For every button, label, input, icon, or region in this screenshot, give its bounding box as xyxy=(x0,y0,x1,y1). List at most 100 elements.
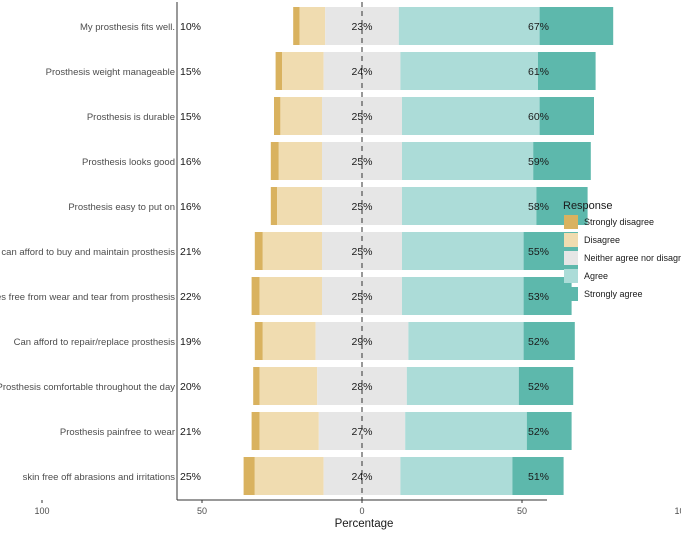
legend-label-disagree: Disagree xyxy=(584,235,620,245)
bar-strongly-disagree-3 xyxy=(274,97,281,135)
bar-strongly-agree-10 xyxy=(526,412,572,450)
bar-strongly-agree-9 xyxy=(518,367,574,405)
bar-agree-3 xyxy=(402,97,540,135)
x-axis: 100 50 0 50 100 xyxy=(34,2,681,516)
x-axis-title: Percentage xyxy=(335,518,394,530)
agree-pct-label: 67% xyxy=(528,21,549,33)
bar-strongly-agree-2 xyxy=(538,52,596,90)
item-label: Prosthesis weight manageable xyxy=(46,67,175,78)
neutral-pct-label: 24% xyxy=(351,471,372,483)
bar-strongly-disagree-4 xyxy=(270,142,279,180)
bar-disagree-1 xyxy=(299,7,326,45)
x-tick-label: 50 xyxy=(197,506,207,516)
bar-disagree-4 xyxy=(278,142,322,180)
bar-strongly-disagree-2 xyxy=(275,52,282,90)
disagree-pct-label: 10% xyxy=(180,21,201,33)
item-label: Prosthesis looks good xyxy=(82,157,175,168)
x-tick-label: 100 xyxy=(674,506,681,516)
agree-pct-label: 59% xyxy=(528,156,549,168)
bar-disagree-6 xyxy=(262,232,322,270)
agree-pct-label: 51% xyxy=(528,471,549,483)
bar-agree-1 xyxy=(398,7,540,45)
legend-label-agree: Agree xyxy=(584,271,608,281)
item-label: Clothes free from wear and tear from pro… xyxy=(0,292,175,303)
item-label: Prosthesis painfree to wear xyxy=(60,427,175,438)
item-label: Prosthesis comfortable throughout the da… xyxy=(0,382,175,393)
agree-pct-label: 53% xyxy=(528,291,549,303)
bar-agree-8 xyxy=(408,322,524,360)
legend-swatch-agree xyxy=(564,269,578,283)
disagree-pct-label: 16% xyxy=(180,156,201,168)
legend-label-strongly-agree: Strongly agree xyxy=(584,289,643,299)
bar-strongly-agree-4 xyxy=(533,142,591,180)
bar-agree-2 xyxy=(400,52,538,90)
neutral-pct-label: 23% xyxy=(351,21,372,33)
bar-agree-6 xyxy=(402,232,524,270)
neutral-pct-label: 25% xyxy=(351,156,372,168)
neutral-pct-label: 29% xyxy=(351,336,372,348)
bar-strongly-disagree-10 xyxy=(251,412,260,450)
bar-strongly-disagree-11 xyxy=(243,457,255,495)
item-label: skin free off abrasions and irritations xyxy=(23,472,176,483)
bar-agree-4 xyxy=(402,142,534,180)
bar-strongly-agree-11 xyxy=(512,457,564,495)
bar-disagree-9 xyxy=(259,367,318,405)
bar-agree-9 xyxy=(406,367,519,405)
legend-title: Response xyxy=(563,200,613,212)
legend-swatch-strongly-agree xyxy=(564,287,578,301)
neutral-pct-label: 24% xyxy=(351,66,372,78)
neutral-pct-label: 25% xyxy=(351,291,372,303)
x-tick-label: 100 xyxy=(34,506,49,516)
bar-strongly-disagree-5 xyxy=(270,187,278,225)
bar-agree-11 xyxy=(400,457,513,495)
bar-disagree-11 xyxy=(254,457,324,495)
bar-strongly-agree-5 xyxy=(536,187,588,225)
agree-pct-label: 58% xyxy=(528,201,549,213)
item-label: Prosthesis is durable xyxy=(87,112,175,123)
disagree-pct-label: 20% xyxy=(180,381,201,393)
bar-strongly-agree-7 xyxy=(523,277,572,315)
bars-group xyxy=(243,2,614,500)
bar-strongly-disagree-7 xyxy=(251,277,260,315)
neutral-pct-label: 28% xyxy=(351,381,372,393)
x-tick-label: 0 xyxy=(359,506,364,516)
agree-pct-label: 52% xyxy=(528,381,549,393)
disagree-pct-label: 15% xyxy=(180,111,201,123)
disagree-pct-label: 21% xyxy=(180,426,201,438)
bar-strongly-disagree-6 xyxy=(254,232,263,270)
legend-swatch-strongly-disagree xyxy=(564,215,578,229)
disagree-pct-label: 22% xyxy=(180,291,201,303)
bar-disagree-8 xyxy=(262,322,316,360)
bar-agree-7 xyxy=(402,277,524,315)
legend: Response Strongly disagree Disagree Neithe… xyxy=(563,200,681,301)
item-label: Prosthesis easy to put on xyxy=(68,202,175,213)
bar-disagree-10 xyxy=(259,412,319,450)
x-tick-label: 50 xyxy=(517,506,527,516)
item-label: I can afford to buy and maintain prosthe… xyxy=(0,247,175,258)
bar-disagree-3 xyxy=(280,97,322,135)
bar-disagree-7 xyxy=(259,277,322,315)
neutral-pct-label: 27% xyxy=(351,426,372,438)
agree-pct-label: 60% xyxy=(528,111,549,123)
bar-strongly-agree-1 xyxy=(539,7,614,45)
legend-swatch-neither-agree-nor-disagree xyxy=(564,251,578,265)
disagree-pct-label: 16% xyxy=(180,201,201,213)
item-label: Can afford to repair/replace prosthesis xyxy=(14,337,176,348)
legend-label-strongly-disagree: Strongly disagree xyxy=(584,217,654,227)
disagree-pct-label: 19% xyxy=(180,336,201,348)
bar-agree-10 xyxy=(405,412,527,450)
bar-disagree-2 xyxy=(282,52,324,90)
agree-pct-label: 55% xyxy=(528,246,549,258)
bar-strongly-disagree-8 xyxy=(254,322,263,360)
legend-swatch-disagree xyxy=(564,233,578,247)
labels-group: My prosthesis fits well. 10% 23% 67% Prosthe… xyxy=(0,21,549,483)
neutral-pct-label: 25% xyxy=(351,111,372,123)
disagree-pct-label: 15% xyxy=(180,66,201,78)
bar-strongly-agree-8 xyxy=(523,322,575,360)
legend-label-neither-agree-nor-disagree: Neither agree nor disagree xyxy=(584,253,681,263)
bar-agree-5 xyxy=(402,187,537,225)
bar-strongly-disagree-1 xyxy=(293,7,300,45)
neutral-pct-label: 25% xyxy=(351,201,372,213)
disagree-pct-label: 21% xyxy=(180,246,201,258)
item-label: My prosthesis fits well. xyxy=(80,22,175,33)
